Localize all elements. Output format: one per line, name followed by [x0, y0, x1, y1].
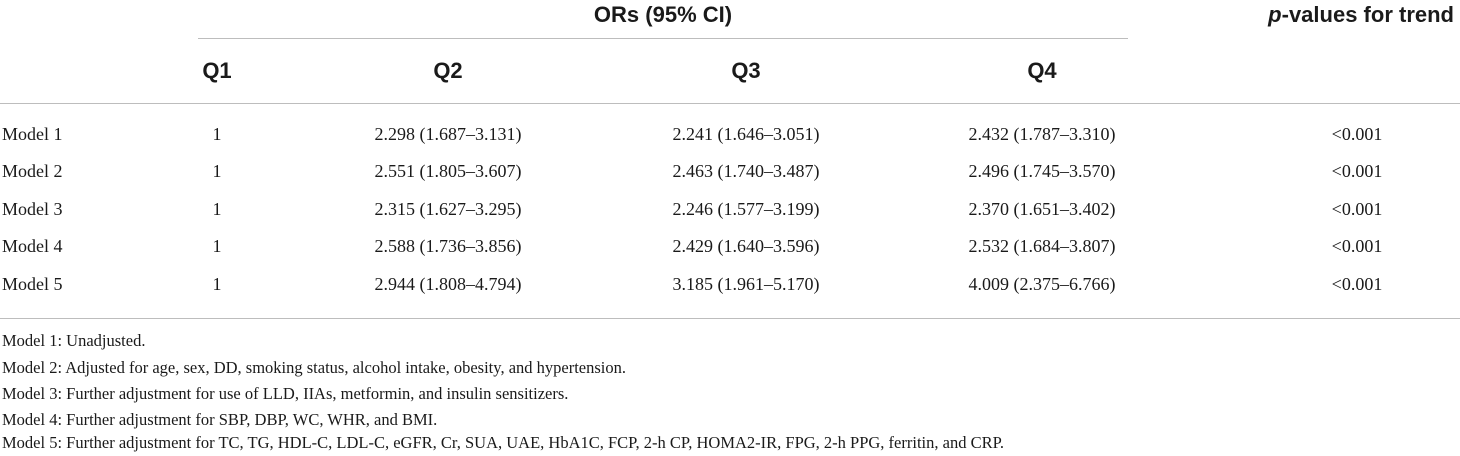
header-group-underline	[198, 38, 1128, 39]
header-p-italic: p	[1268, 2, 1282, 27]
cell-q4: 2.370 (1.651–3.402)	[968, 199, 1116, 219]
cell-q3: 3.185 (1.961–5.170)	[672, 274, 820, 294]
cell-q1: 1	[212, 124, 222, 144]
row-label: Model 5	[2, 274, 63, 294]
cell-q3: 2.463 (1.740–3.487)	[672, 161, 820, 181]
col-header-q3: Q3	[731, 58, 761, 83]
cell-q1: 1	[212, 199, 222, 219]
cell-p-trend: <0.001	[1331, 124, 1383, 144]
footnote-model-3: Model 3: Further adjustment for use of L…	[2, 384, 569, 403]
header-group-ors: ORs (95% CI)	[593, 2, 733, 27]
cell-q2: 2.588 (1.736–3.856)	[374, 236, 522, 256]
cell-q2: 2.944 (1.808–4.794)	[374, 274, 522, 294]
row-label: Model 3	[2, 199, 63, 219]
cell-q2: 2.551 (1.805–3.607)	[374, 161, 522, 181]
row-label: Model 4	[2, 236, 63, 256]
cell-q1: 1	[212, 161, 222, 181]
cell-q3: 2.246 (1.577–3.199)	[672, 199, 820, 219]
cell-q1: 1	[212, 236, 222, 256]
cell-p-trend: <0.001	[1331, 161, 1383, 181]
header-p-trend: p-values for trend	[1268, 2, 1454, 28]
col-header-q4: Q4	[1027, 58, 1057, 83]
footnote-model-4: Model 4: Further adjustment for SBP, DBP…	[2, 410, 438, 429]
header-p-rest: -values for trend	[1281, 2, 1454, 27]
col-header-q2: Q2	[433, 58, 463, 83]
cell-q1: 1	[212, 274, 222, 294]
cell-q4: 2.496 (1.745–3.570)	[968, 161, 1116, 181]
cell-q2: 2.298 (1.687–3.131)	[374, 124, 522, 144]
cell-q3: 2.429 (1.640–3.596)	[672, 236, 820, 256]
footnote-model-5: Model 5: Further adjustment for TC, TG, …	[2, 433, 1005, 452]
footnote-model-2: Model 2: Adjusted for age, sex, DD, smok…	[2, 358, 626, 377]
cell-p-trend: <0.001	[1331, 274, 1383, 294]
cell-q4: 4.009 (2.375–6.766)	[968, 274, 1116, 294]
row-label: Model 1	[2, 124, 63, 144]
header-divider	[0, 103, 1460, 104]
cell-p-trend: <0.001	[1331, 199, 1383, 219]
row-label: Model 2	[2, 161, 63, 181]
cell-q4: 2.532 (1.684–3.807)	[968, 236, 1116, 256]
cell-q3: 2.241 (1.646–3.051)	[672, 124, 820, 144]
cell-q4: 2.432 (1.787–3.310)	[968, 124, 1116, 144]
table-bottom-rule	[0, 318, 1460, 319]
cell-p-trend: <0.001	[1331, 236, 1383, 256]
footnote-model-1: Model 1: Unadjusted.	[2, 331, 146, 350]
cell-q2: 2.315 (1.627–3.295)	[374, 199, 522, 219]
col-header-q1: Q1	[202, 58, 232, 83]
